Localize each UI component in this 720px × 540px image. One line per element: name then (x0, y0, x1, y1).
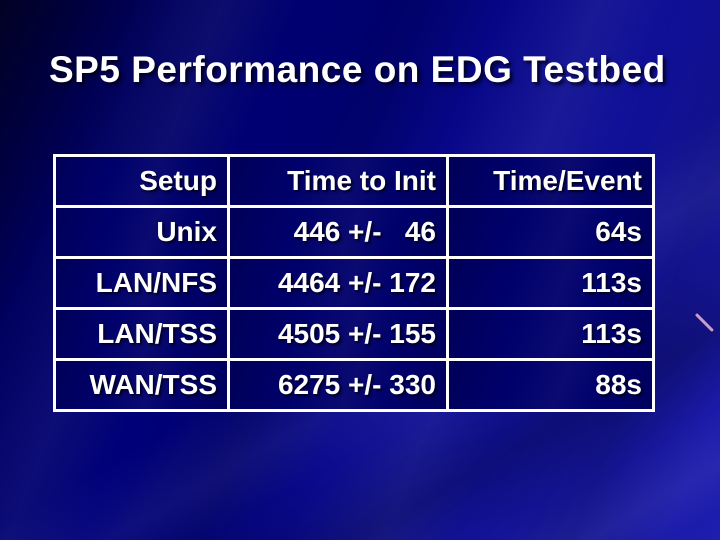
cell-setup: WAN/TSS (53, 358, 230, 412)
cell-time-per-event: 88s (446, 358, 655, 412)
diagonal-line-decoration (694, 313, 714, 333)
cell-setup: LAN/NFS (53, 256, 230, 310)
cell-time-to-init: 4505 +/- 155 (227, 307, 449, 361)
cell-time-per-event: 113s (446, 256, 655, 310)
cell-setup: LAN/TSS (53, 307, 230, 361)
performance-table: Setup Time to Init Time/Event Unix 446 +… (53, 154, 655, 412)
cell-time-per-event: 113s (446, 307, 655, 361)
cell-time-to-init: 446 +/- 46 (227, 205, 449, 259)
column-header-time-to-init: Time to Init (227, 154, 449, 208)
cell-time-per-event: 64s (446, 205, 655, 259)
table-row: LAN/TSS 4505 +/- 155 113s (53, 307, 655, 361)
cell-time-to-init: 4464 +/- 172 (227, 256, 449, 310)
table-row: WAN/TSS 6275 +/- 330 88s (53, 358, 655, 412)
cell-setup: Unix (53, 205, 230, 259)
column-header-time-per-event: Time/Event (446, 154, 655, 208)
slide-title: SP5 Performance on EDG Testbed (49, 49, 666, 90)
table-row: LAN/NFS 4464 +/- 172 113s (53, 256, 655, 310)
cell-time-to-init: 6275 +/- 330 (227, 358, 449, 412)
table-header-row: Setup Time to Init Time/Event (53, 154, 655, 208)
table-row: Unix 446 +/- 46 64s (53, 205, 655, 259)
column-header-setup: Setup (53, 154, 230, 208)
